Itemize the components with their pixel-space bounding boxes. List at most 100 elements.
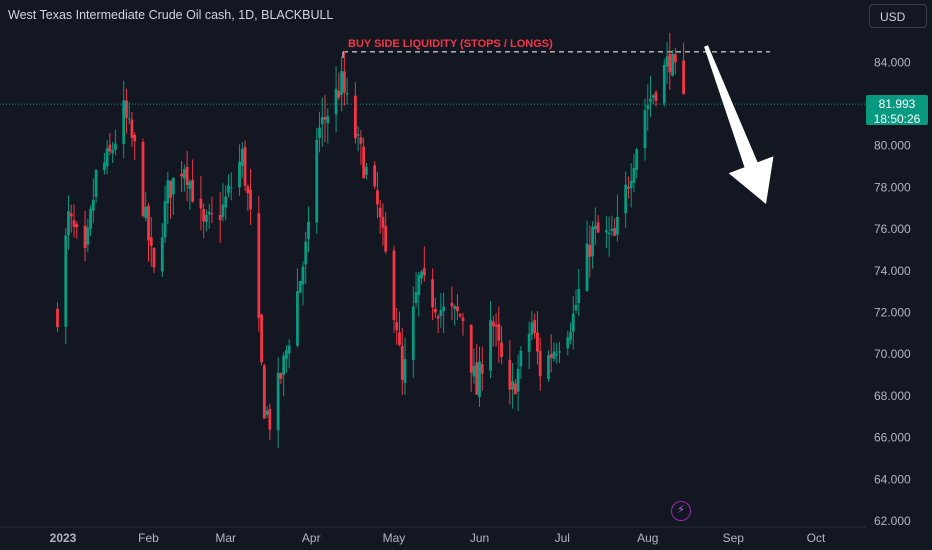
candle-body <box>651 95 655 98</box>
candle-body <box>149 237 153 246</box>
x-tick-label: Sep <box>723 531 745 545</box>
candle-body <box>381 216 385 228</box>
candle-body <box>682 60 686 95</box>
candle-body <box>171 177 175 195</box>
candle-body <box>519 350 523 367</box>
candle-body <box>188 181 192 189</box>
candle-body <box>420 271 423 279</box>
candle-body <box>152 247 156 268</box>
candle-body <box>558 351 561 353</box>
price-axis[interactable]: 84.00082.00080.00078.00076.00074.00072.0… <box>874 55 911 528</box>
candle-body <box>604 230 608 233</box>
candle-body <box>340 71 343 95</box>
candle-body <box>417 274 421 295</box>
candle-body <box>265 410 269 415</box>
candle-body <box>249 189 252 210</box>
candle-body <box>671 54 674 76</box>
candle-body <box>635 149 639 170</box>
candle-body <box>182 169 186 179</box>
candle-body <box>668 53 672 73</box>
bearish-arrow <box>704 45 774 204</box>
candle-body <box>577 289 581 304</box>
candle-body <box>69 213 73 217</box>
candle-body <box>654 92 658 102</box>
candle-body <box>287 345 291 354</box>
candle-body <box>166 180 170 204</box>
candle-body <box>185 166 189 185</box>
candle-body <box>500 342 503 357</box>
candle-body <box>384 225 388 252</box>
candle-body <box>72 220 76 227</box>
candle-body <box>323 117 327 120</box>
candle-body <box>229 187 233 189</box>
lightning-icon[interactable]: ⚡︎ <box>671 501 691 521</box>
candle-body <box>210 213 214 215</box>
candle-body <box>130 119 134 138</box>
candle-body <box>282 355 286 375</box>
y-tick-label: 68.000 <box>874 389 911 403</box>
candle-body <box>359 137 363 144</box>
candle-body <box>552 351 556 359</box>
y-tick-label: 72.000 <box>874 306 911 320</box>
candle-body <box>536 332 539 352</box>
candle-body <box>538 350 542 377</box>
y-tick-label: 74.000 <box>874 264 911 278</box>
candle-body <box>91 199 95 211</box>
candle-body <box>279 373 283 379</box>
candle-body <box>491 321 495 327</box>
candle-body <box>260 314 263 363</box>
candle-body <box>296 291 299 346</box>
down-arrow-annotation <box>704 45 774 204</box>
candle-body <box>163 201 167 238</box>
candle-body <box>94 170 98 197</box>
candle-body <box>320 117 324 125</box>
candle-body <box>472 365 476 377</box>
candle-body <box>403 359 407 384</box>
x-tick-label: Jun <box>470 531 489 545</box>
candle-body <box>588 245 592 257</box>
candle-body <box>431 279 435 308</box>
currency-button[interactable]: USD <box>869 4 927 28</box>
candle-body <box>624 184 628 214</box>
candle-body <box>238 161 241 188</box>
candle-body <box>627 186 630 189</box>
time-axis[interactable]: 2023 Feb Mar Apr May Jun Jul Aug Sep Oct <box>0 526 866 545</box>
candle-body <box>334 88 338 115</box>
candle-body <box>67 211 70 236</box>
candle-body <box>105 148 109 167</box>
x-tick-label: Aug <box>637 531 658 545</box>
candle-body <box>547 355 550 380</box>
candle-body <box>75 224 79 228</box>
candle-body <box>400 345 404 380</box>
candle-body <box>102 162 106 171</box>
candle-body <box>122 100 126 144</box>
candle-body <box>442 306 446 311</box>
candle-body <box>494 324 498 327</box>
candle-body <box>373 165 377 187</box>
candle-body <box>345 93 349 95</box>
candle-body <box>566 337 570 349</box>
candle-body <box>533 320 537 333</box>
candle-body <box>456 306 459 312</box>
y-tick-label: 66.000 <box>874 431 911 445</box>
candle-body <box>257 213 261 318</box>
candle-body <box>218 214 222 221</box>
candle-body <box>285 350 288 359</box>
candle-body <box>610 228 614 232</box>
candle-body <box>629 181 633 189</box>
candle-body <box>276 372 280 431</box>
candle-body <box>513 383 517 395</box>
liquidity-level-line <box>342 51 770 58</box>
candle-body <box>147 206 150 241</box>
x-tick-label: Mar <box>215 531 236 545</box>
candle-body <box>202 209 206 222</box>
candle-body <box>169 180 172 198</box>
last-price-tag: 81.993 18:50:26 <box>866 95 928 126</box>
candle-body <box>436 316 440 319</box>
candle-body <box>243 146 247 186</box>
candle-body <box>207 211 211 215</box>
candle-body <box>114 143 117 150</box>
candle-body <box>315 139 319 223</box>
bar-countdown: 18:50:26 <box>873 112 921 126</box>
